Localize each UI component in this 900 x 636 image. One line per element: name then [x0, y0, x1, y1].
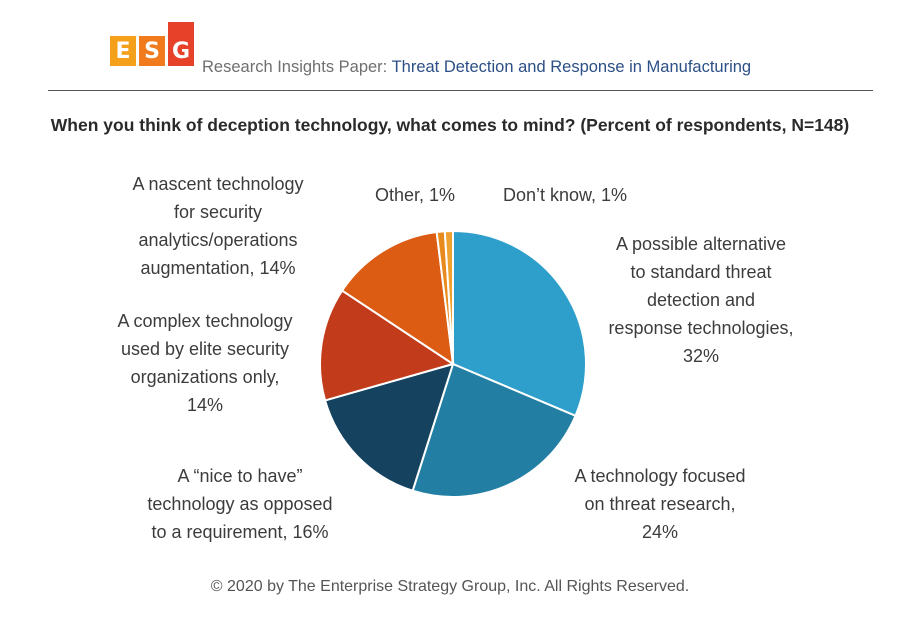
slice-label-line: A technology focused: [574, 466, 746, 486]
slice-label-line: augmentation, 14%: [140, 258, 296, 278]
slice-label-line: A “nice to have”: [177, 466, 303, 486]
chart-title: When you think of deception technology, …: [50, 115, 850, 135]
slice-label-1: A technology focused on threat research, 2…: [560, 462, 760, 546]
header-divider: [48, 90, 873, 91]
pie-slice-3: [319, 289, 456, 402]
slice-label-2: A “nice to have” technology as opposed to …: [130, 462, 350, 546]
slice-label-line: 24%: [641, 522, 679, 542]
slice-label-3: A complex technology used by elite securi…: [95, 307, 315, 419]
slice-label-line: 14%: [186, 395, 224, 415]
slice-label-line: A complex technology: [117, 311, 293, 331]
logo-letter-e: E: [110, 36, 136, 66]
slice-label-0: A possible alternative to standard threat…: [596, 230, 806, 370]
slice-label-line: used by elite security: [120, 339, 290, 359]
pie-slice-1: [411, 362, 577, 498]
logo-letter-s: S: [139, 36, 165, 66]
slice-label-line: for security: [173, 202, 263, 222]
logo-letter-g: G: [168, 22, 194, 66]
report-title: Research Insights Paper: Threat Detectio…: [202, 58, 751, 77]
slice-label-line: A nascent technology: [132, 174, 304, 194]
slice-label-line: detection and: [646, 290, 756, 310]
slice-label-line: Other, 1%: [374, 185, 456, 205]
esg-logo: E S G: [110, 22, 200, 78]
pie-slice-6: [443, 229, 454, 365]
slice-label-line: to a requirement, 16%: [151, 522, 329, 542]
copyright-footer: © 2020 by The Enterprise Strategy Group,…: [210, 578, 690, 595]
slice-label-line: technology as opposed: [147, 494, 333, 514]
pie-slice-0: [452, 229, 587, 418]
report-type: Research Insights Paper:: [202, 58, 388, 76]
slice-label-line: on threat research,: [584, 494, 736, 514]
slice-label-line: organizations only,: [130, 367, 280, 387]
slice-label-4: A nascent technology for security analytic…: [108, 170, 328, 282]
slice-label-line: 32%: [682, 346, 720, 366]
slice-label-line: A possible alternative: [615, 234, 787, 254]
slice-label-line: response technologies,: [608, 318, 794, 338]
slice-label-5: Other, 1%: [360, 181, 470, 209]
slice-label-6: Don’t know, 1%: [485, 181, 645, 209]
report-topic: Threat Detection and Response in Manufac…: [391, 58, 752, 76]
slice-label-line: to standard threat: [630, 262, 772, 282]
pie-slice-2: [323, 362, 455, 492]
pie-slice-4: [340, 230, 455, 367]
slice-label-line: Don’t know, 1%: [502, 185, 628, 205]
slice-label-line: analytics/operations: [138, 230, 298, 250]
